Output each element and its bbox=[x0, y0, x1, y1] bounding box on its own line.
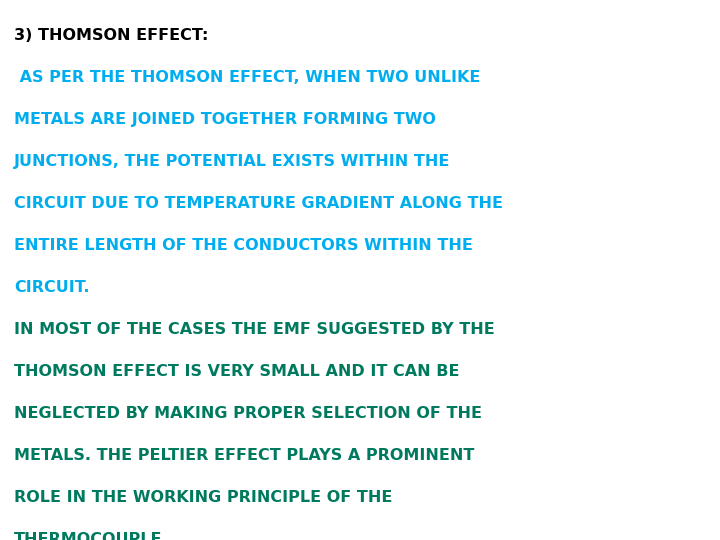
Text: METALS ARE JOINED TOGETHER FORMING TWO: METALS ARE JOINED TOGETHER FORMING TWO bbox=[14, 112, 436, 127]
Text: THOMSON EFFECT IS VERY SMALL AND IT CAN BE: THOMSON EFFECT IS VERY SMALL AND IT CAN … bbox=[14, 364, 459, 379]
Text: IN MOST OF THE CASES THE EMF SUGGESTED BY THE: IN MOST OF THE CASES THE EMF SUGGESTED B… bbox=[14, 322, 495, 337]
Text: AS PER THE THOMSON EFFECT, WHEN TWO UNLIKE: AS PER THE THOMSON EFFECT, WHEN TWO UNLI… bbox=[14, 70, 480, 85]
Text: JUNCTIONS, THE POTENTIAL EXISTS WITHIN THE: JUNCTIONS, THE POTENTIAL EXISTS WITHIN T… bbox=[14, 154, 451, 169]
Text: CIRCUIT DUE TO TEMPERATURE GRADIENT ALONG THE: CIRCUIT DUE TO TEMPERATURE GRADIENT ALON… bbox=[14, 196, 503, 211]
Text: ENTIRE LENGTH OF THE CONDUCTORS WITHIN THE: ENTIRE LENGTH OF THE CONDUCTORS WITHIN T… bbox=[14, 238, 473, 253]
Text: METALS. THE PELTIER EFFECT PLAYS A PROMINENT: METALS. THE PELTIER EFFECT PLAYS A PROMI… bbox=[14, 448, 474, 463]
Text: 3) THOMSON EFFECT:: 3) THOMSON EFFECT: bbox=[14, 28, 208, 43]
Text: CIRCUIT.: CIRCUIT. bbox=[14, 280, 89, 295]
Text: THERMOCOUPLE.: THERMOCOUPLE. bbox=[14, 532, 168, 540]
Text: NEGLECTED BY MAKING PROPER SELECTION OF THE: NEGLECTED BY MAKING PROPER SELECTION OF … bbox=[14, 406, 482, 421]
Text: ROLE IN THE WORKING PRINCIPLE OF THE: ROLE IN THE WORKING PRINCIPLE OF THE bbox=[14, 490, 392, 505]
